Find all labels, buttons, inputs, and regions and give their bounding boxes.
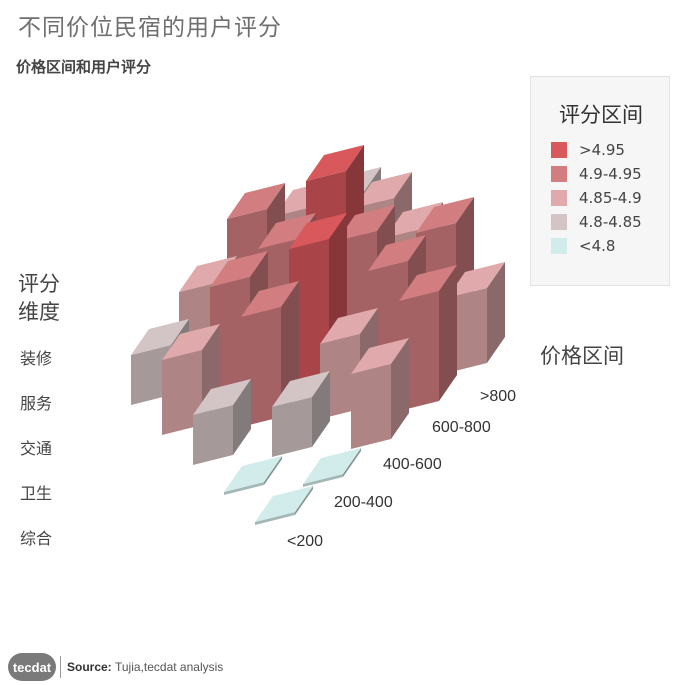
legend: 评分区间 >4.95 4.9-4.95 4.85-4.9 4.8-4.85 <4… <box>530 76 670 286</box>
legend-swatch <box>551 142 567 158</box>
price-label: <200 <box>287 533 324 550</box>
bar-综合->800 <box>447 262 505 373</box>
bar-综合-400-600 <box>351 338 409 449</box>
bar-综合-200-400 <box>303 448 361 487</box>
tecdat-logo: tecdat <box>8 653 56 681</box>
price-label: 200-400 <box>334 494 393 511</box>
legend-label: <4.8 <box>579 237 616 255</box>
dimension-label: 综合 <box>20 529 53 548</box>
source-text: Tujia,tecdat analysis <box>115 660 224 674</box>
legend-swatch <box>551 238 567 254</box>
legend-item: 4.85-4.9 <box>551 187 642 209</box>
legend-title: 评分区间 <box>559 103 643 127</box>
dimension-axis-title: 评分维度 <box>18 272 60 324</box>
legend-item: <4.8 <box>551 235 615 257</box>
legend-item: 4.9-4.95 <box>551 163 642 185</box>
price-axis-title: 价格区间 <box>540 344 624 368</box>
chart-title: 不同价位民宿的用户评分 <box>18 15 282 41</box>
dimension-label: 交通 <box>20 439 53 458</box>
price-label: >800 <box>480 388 517 405</box>
dimension-label: 装修 <box>20 349 53 368</box>
legend-label: 4.9-4.95 <box>579 165 642 183</box>
legend-swatch <box>551 214 567 230</box>
price-label: 600-800 <box>432 419 491 436</box>
price-label: 400-600 <box>383 456 442 473</box>
legend-item: 4.8-4.85 <box>551 211 642 233</box>
bar-卫生-200-400 <box>272 371 330 457</box>
legend-label: >4.95 <box>579 141 625 159</box>
footer-divider <box>60 656 61 678</box>
legend-label: 4.85-4.9 <box>579 189 642 207</box>
legend-swatch <box>551 166 567 182</box>
legend-label: 4.8-4.85 <box>579 213 642 231</box>
legend-swatch <box>551 190 567 206</box>
chart-subtitle: 价格区间和用户评分 <box>16 58 152 76</box>
source-label: Source: <box>67 660 112 674</box>
dimension-label: 服务 <box>20 394 53 413</box>
legend-item: >4.95 <box>551 139 625 161</box>
bar-交通-<200 <box>193 379 251 465</box>
bar-综合-<200 <box>255 486 313 525</box>
bar-卫生-<200 <box>224 456 282 495</box>
dimension-label: 卫生 <box>20 484 53 503</box>
